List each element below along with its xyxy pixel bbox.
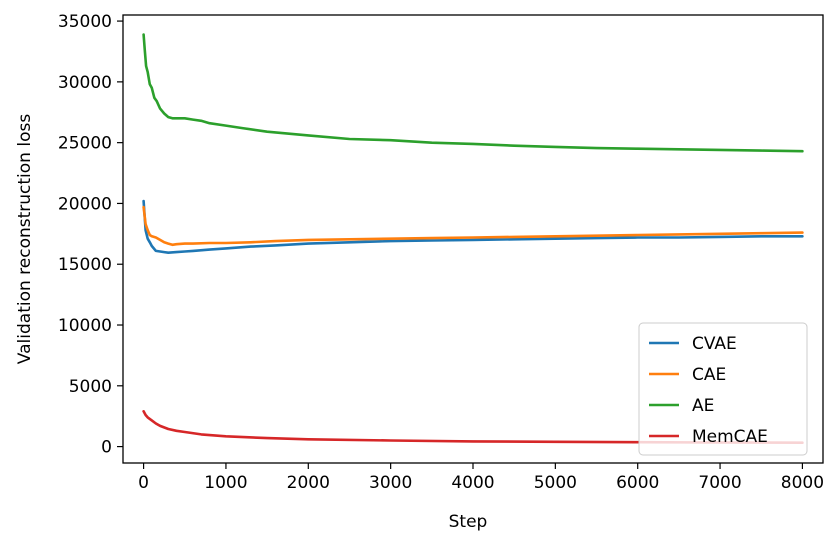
y-tick-label: 35000 (58, 12, 112, 32)
legend-label: CVAE (692, 334, 737, 354)
y-axis-ticks: 0 5000 10000 15000 20000 25000 30000 35000 (58, 12, 123, 458)
x-axis-ticks: 0 1000 2000 3000 4000 5000 6000 7000 8000 (138, 463, 824, 493)
series-line-cvae (142, 199, 804, 254)
x-tick-label: 5000 (534, 473, 577, 493)
series-line-cae (142, 205, 804, 247)
legend-box (638, 322, 808, 456)
x-tick-label: 4000 (451, 473, 494, 493)
x-tick-label: 8000 (781, 473, 824, 493)
legend-label: MemCAE (692, 427, 768, 447)
series-line-ae (142, 33, 804, 153)
y-tick-label: 5000 (69, 377, 112, 397)
x-axis-label: Step (449, 512, 488, 532)
legend: CVAE CAE AE MemCAE (638, 322, 808, 456)
y-tick-label: 20000 (58, 194, 112, 214)
x-tick-label: 1000 (204, 473, 247, 493)
x-tick-label: 0 (138, 473, 149, 493)
series-line-memcae (142, 409, 804, 445)
x-tick-label: 6000 (616, 473, 659, 493)
legend-label: AE (692, 396, 714, 416)
y-tick-label: 10000 (58, 316, 112, 336)
x-tick-label: 7000 (698, 473, 741, 493)
y-tick-label: 0 (101, 438, 112, 458)
series-layer (142, 33, 804, 445)
y-axis-label: Validation reconstruction loss (15, 114, 35, 365)
x-tick-label: 2000 (287, 473, 330, 493)
y-tick-label: 30000 (58, 73, 112, 93)
x-tick-label: 3000 (369, 473, 412, 493)
y-tick-label: 15000 (58, 255, 112, 275)
legend-label: CAE (692, 365, 726, 385)
y-tick-label: 25000 (58, 134, 112, 154)
